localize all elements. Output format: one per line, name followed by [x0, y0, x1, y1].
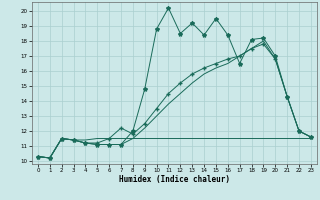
X-axis label: Humidex (Indice chaleur): Humidex (Indice chaleur): [119, 175, 230, 184]
